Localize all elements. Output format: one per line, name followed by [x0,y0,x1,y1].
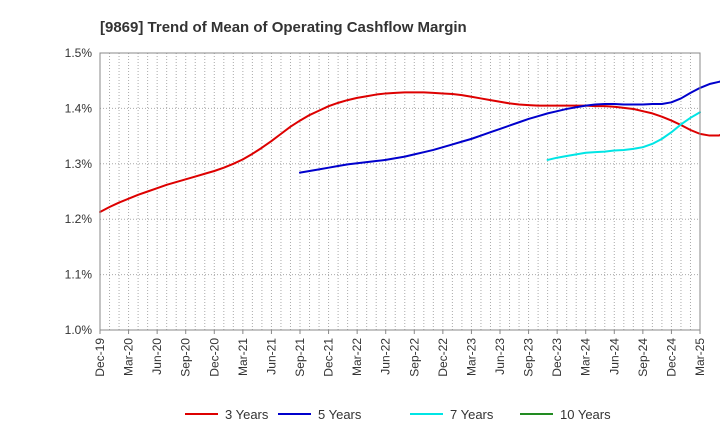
x-tick-label: Mar-23 [464,338,478,376]
y-tick-label: 1.2% [65,212,93,226]
legend-label: 10 Years [560,407,611,422]
grid [100,53,700,330]
y-tick-label: 1.1% [65,268,93,282]
plot-frame [99,52,701,331]
y-tick-label: 1.3% [65,157,93,171]
x-tick-label: Mar-22 [350,338,364,376]
legend-item: 7 Years [410,407,494,422]
x-tick-label: Dec-23 [550,338,564,377]
legend-label: 3 Years [225,407,269,422]
legend-item: 10 Years [520,407,611,422]
chart-title: [9869] Trend of Mean of Operating Cashfl… [100,19,467,36]
y-axis: 1.0% 1.1% 1.2% 1.3% 1.4% 1.5% [65,46,93,337]
y-tick-label: 1.5% [65,46,93,60]
x-tick-label: Jun-20 [150,338,164,375]
x-tick-label: Jun-23 [493,338,507,375]
x-tick-label: Sep-20 [179,338,193,377]
x-tick-label: Dec-19 [93,338,107,377]
legend-label: 5 Years [318,407,362,422]
x-tick-label: Sep-23 [522,338,536,377]
legend: 3 Years 5 Years 7 Years 10 Years [185,407,611,422]
series-line-5-years [299,80,720,174]
x-tick-label: Jun-21 [264,338,278,375]
x-tick-label: Dec-24 [664,338,678,377]
series-group [99,80,720,213]
x-tick-label: Mar-20 [122,338,136,376]
x-tick-label: Mar-24 [579,338,593,376]
x-tick-label: Sep-22 [407,338,421,377]
series-line-7-years [546,111,701,161]
legend-item: 3 Years [185,407,269,422]
legend-label: 7 Years [450,407,494,422]
x-tick-label: Dec-21 [322,338,336,377]
series-line-3-years [99,91,720,213]
x-tick-label: Dec-22 [436,338,450,377]
y-tick-label: 1.4% [65,101,93,115]
x-tick-label: Dec-20 [207,338,221,377]
x-tick-label: Sep-21 [293,338,307,377]
x-tick-label: Sep-24 [636,338,650,377]
x-tick-label: Mar-21 [236,338,250,376]
x-tick-label: Mar-25 [693,338,707,376]
legend-item: 5 Years [278,407,362,422]
y-tick-label: 1.0% [65,323,93,337]
x-axis: Dec-19 Mar-20 Jun-20 Sep-20 Dec-20 Mar-21 Jun-… [93,330,707,377]
x-tick-label: Jun-22 [379,338,393,375]
x-tick-label: Jun-24 [607,338,621,375]
